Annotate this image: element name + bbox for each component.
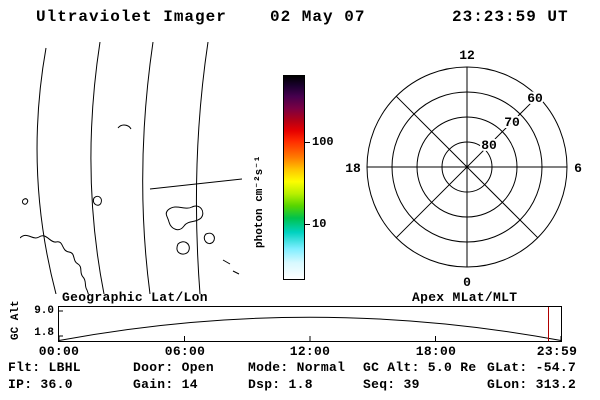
map-grid-lines	[36, 42, 242, 294]
map-caption: Geographic Lat/Lon	[62, 290, 208, 305]
status-door: Door: Open	[133, 360, 215, 375]
mlat-label-80: 80	[481, 138, 497, 153]
xtick-0600: 06:00	[164, 344, 206, 359]
status-gc-alt: GC Alt: 5.0 Re	[363, 360, 477, 375]
chart-frame	[58, 306, 562, 342]
app-title: Ultraviolet Imager	[36, 8, 227, 26]
status-glon: GLon: 313.2	[487, 377, 577, 392]
mlat-label-70: 70	[504, 115, 520, 130]
chart-x-ticks	[58, 336, 562, 341]
altitude-strip-chart	[58, 306, 562, 342]
date-display: 02 May 07	[270, 8, 366, 26]
chart-y-ticks	[59, 310, 63, 337]
status-mode: Mode: Normal	[248, 360, 346, 375]
colorbar	[283, 75, 305, 280]
mlat-label-60: 60	[527, 91, 543, 106]
geographic-map-panel	[20, 42, 242, 294]
polar-plot-panel: 12 18 6 0 60 70 80	[345, 48, 582, 290]
status-flt: Flt: LBHL	[8, 360, 81, 375]
altitude-ymax-label: 9.0	[34, 305, 54, 317]
colorbar-tick-mark-10	[305, 224, 310, 225]
status-ip: IP: 36.0	[8, 377, 73, 392]
xtick-2359: 23:59	[536, 344, 578, 359]
mlt-label-0: 0	[463, 275, 471, 290]
altitude-ylabel: GC Alt	[10, 300, 22, 340]
xtick-0000: 00:00	[38, 344, 80, 359]
map-coastlines	[20, 124, 240, 294]
colorbar-tick-label-10: 10	[312, 217, 327, 231]
polar-caption: Apex MLat/MLT	[412, 290, 518, 305]
status-seq: Seq: 39	[363, 377, 420, 392]
mlt-label-12: 12	[459, 48, 475, 63]
colorbar-unit-label: photon cm⁻²s⁻¹	[254, 155, 266, 248]
colorbar-tick-mark-100	[305, 142, 310, 143]
colorbar-tick-label-100: 100	[312, 135, 334, 149]
status-glat: GLat: -54.7	[487, 360, 577, 375]
xtick-1200: 12:00	[289, 344, 331, 359]
time-display: 23:23:59 UT	[452, 8, 569, 26]
status-gain: Gain: 14	[133, 377, 198, 392]
mlt-label-6: 6	[574, 161, 582, 176]
mlt-label-18: 18	[345, 161, 361, 176]
status-dsp: Dsp: 1.8	[248, 377, 313, 392]
altitude-ymin-label: 1.8	[34, 327, 54, 339]
altitude-curve	[58, 316, 562, 341]
polar-mlt-spokes	[367, 67, 567, 267]
xtick-1800: 18:00	[415, 344, 457, 359]
